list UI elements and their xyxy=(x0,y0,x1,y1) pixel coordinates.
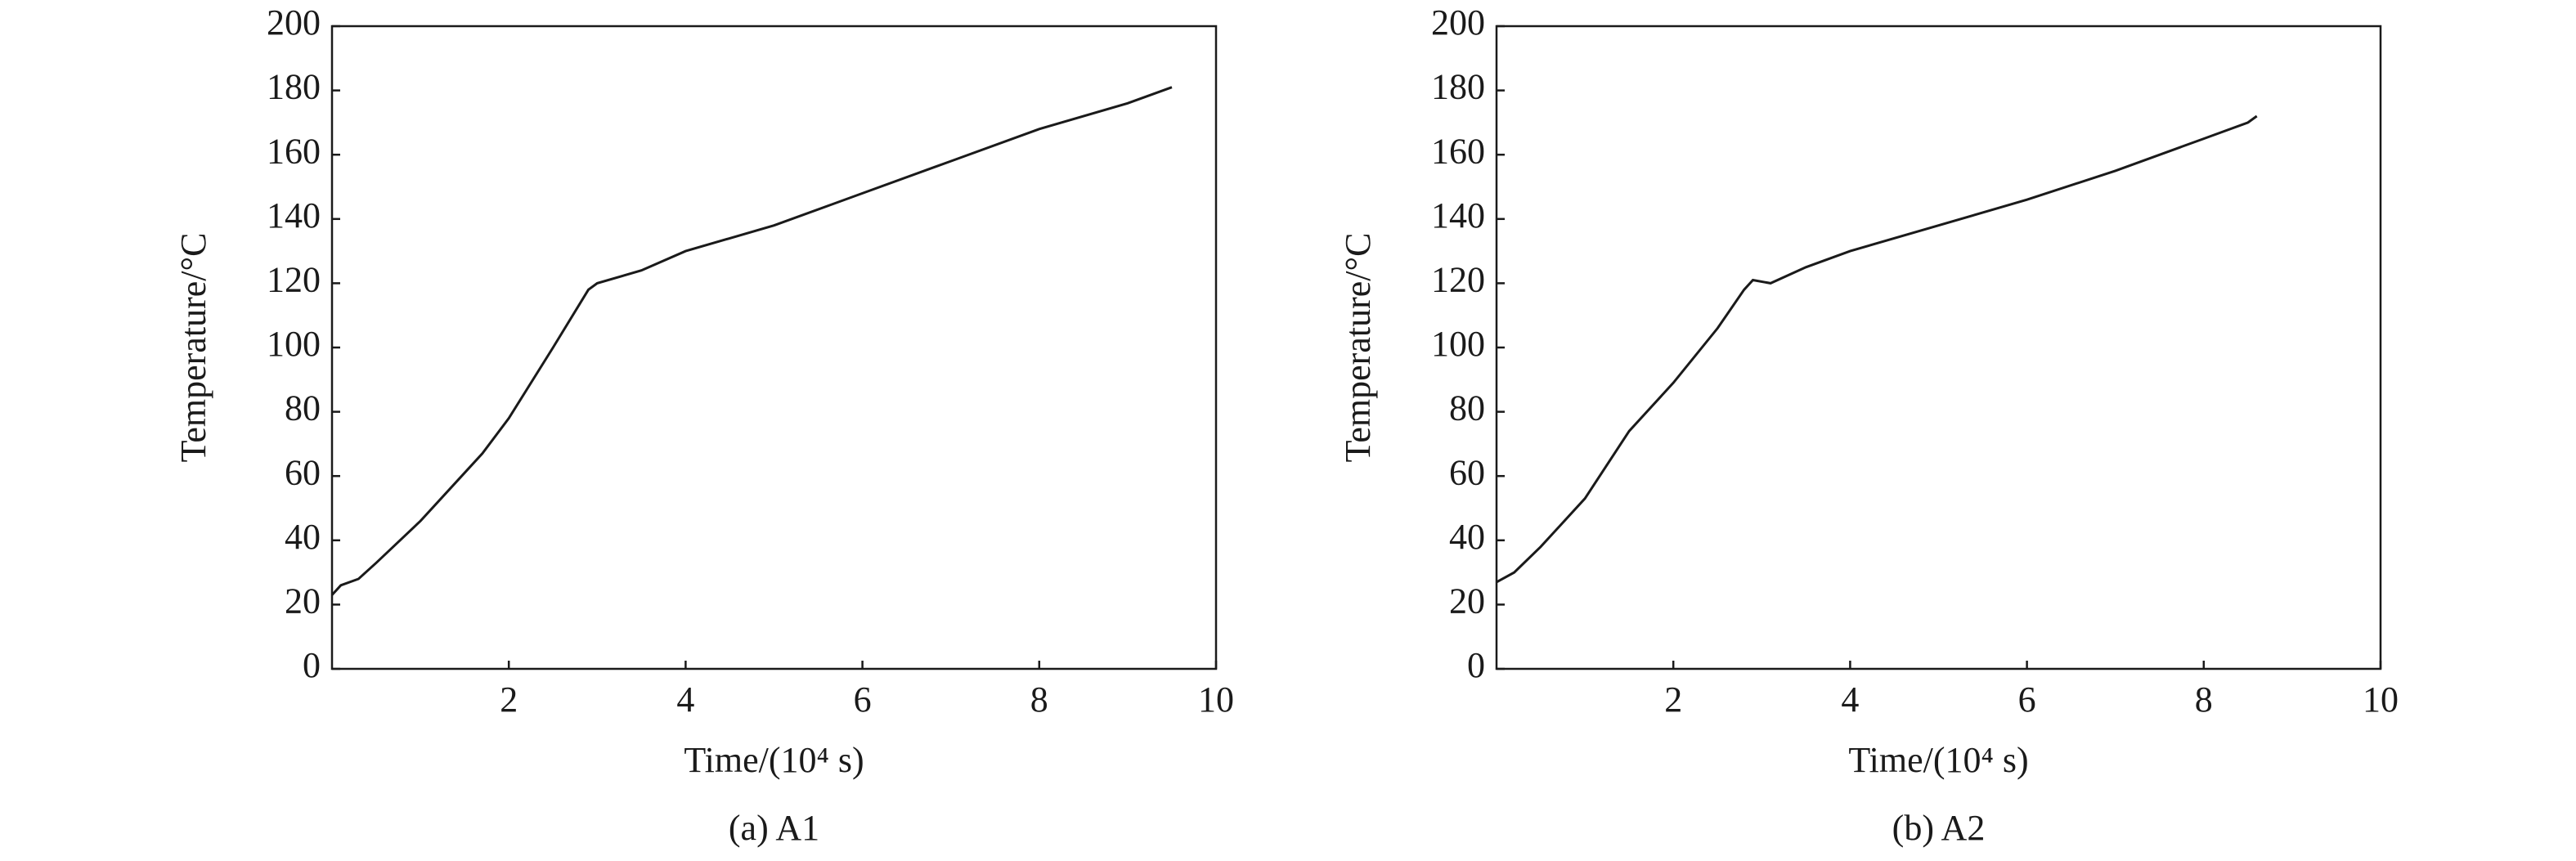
y-tick-label: 100 xyxy=(1431,324,1485,364)
x-axis-label: Time/(10⁴ s) xyxy=(1848,740,2028,780)
y-tick-label: 20 xyxy=(1449,581,1485,621)
y-tick-label: 140 xyxy=(267,195,321,235)
x-tick-label: 6 xyxy=(2018,679,2036,720)
y-tick-label: 180 xyxy=(1431,67,1485,107)
plot-frame xyxy=(330,25,1218,670)
x-tick-label: 2 xyxy=(1664,679,1682,720)
y-tick-label: 80 xyxy=(1449,388,1485,428)
y-tick-label: 140 xyxy=(1431,195,1485,235)
y-tick-label: 20 xyxy=(285,581,321,621)
panel-caption: (a) A1 xyxy=(729,808,819,848)
x-tick-label: 4 xyxy=(676,679,694,720)
x-tick-label: 10 xyxy=(1198,679,1234,720)
y-tick-label: 80 xyxy=(285,388,321,428)
y-tick-label: 120 xyxy=(267,259,321,299)
y-tick-label: 160 xyxy=(267,131,321,171)
data-line xyxy=(330,86,1173,596)
data-line xyxy=(1496,114,2258,584)
y-tick-label: 0 xyxy=(303,645,321,685)
x-tick-label: 6 xyxy=(854,679,872,720)
y-tick-label: 160 xyxy=(1431,131,1485,171)
y-tick-label: 0 xyxy=(1467,645,1485,685)
y-tick-label: 40 xyxy=(285,517,321,557)
y-axis-label: Temperature/°C xyxy=(1338,233,1378,463)
panel-caption: (b) A2 xyxy=(1892,808,1986,848)
x-tick-label: 10 xyxy=(2363,679,2399,720)
y-tick-label: 60 xyxy=(285,452,321,492)
y-tick-label: 40 xyxy=(1449,517,1485,557)
x-axis-label: Time/(10⁴ s) xyxy=(684,740,864,780)
y-tick-label: 200 xyxy=(1431,2,1485,43)
y-tick-label: 100 xyxy=(267,324,321,364)
y-tick-label: 60 xyxy=(1449,452,1485,492)
y-tick-label: 180 xyxy=(267,67,321,107)
y-tick-label: 120 xyxy=(1431,259,1485,299)
x-tick-label: 2 xyxy=(500,679,518,720)
x-tick-label: 4 xyxy=(1841,679,1859,720)
y-tick-label: 200 xyxy=(267,2,321,43)
x-tick-label: 8 xyxy=(1030,679,1048,720)
x-tick-label: 8 xyxy=(2195,679,2213,720)
y-axis-label: Temperature/°C xyxy=(173,233,213,463)
